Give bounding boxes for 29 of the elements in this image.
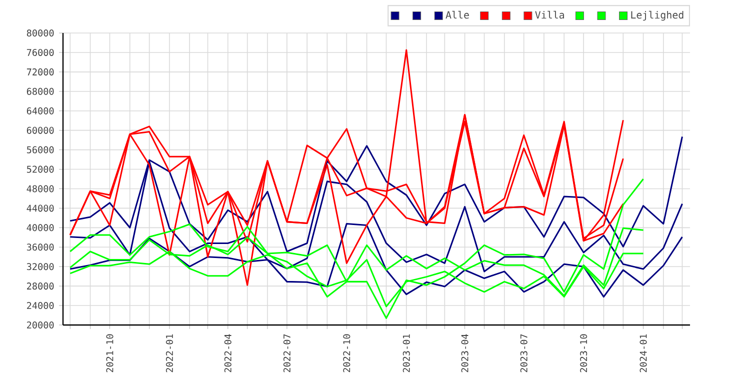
legend-label: Villa [535, 10, 564, 19]
y-tick-label: 48000 [26, 185, 54, 192]
y-tick-label: 80000 [26, 29, 54, 37]
y-tick-label: 24000 [27, 302, 54, 310]
x-tick-label: 2022-10 [343, 334, 350, 372]
y-tick-label: 28000 [27, 282, 54, 290]
x-tick-label: 2022-07 [283, 334, 290, 372]
y-tick-label: 76000 [26, 48, 54, 56]
y-tick-label: 40000 [26, 224, 54, 232]
y-tick-label: 32000 [26, 263, 54, 270]
x-tick-label: 2023-01 [402, 334, 410, 372]
y-tick-label: 36000 [26, 244, 54, 251]
legend-label: Lejlighed [631, 10, 684, 21]
y-tick-label: 44000 [26, 204, 54, 212]
x-tick-label: 2021-10 [106, 334, 114, 372]
y-tick-label: 56000 [26, 146, 54, 154]
x-tick-label: 2022-04 [224, 334, 232, 372]
y-tick-label: 72000 [26, 68, 54, 76]
x-tick-label: 2023-10 [580, 334, 588, 372]
x-tick-label: 2023-04 [461, 334, 468, 372]
x-tick-label: 2022-01 [166, 334, 173, 372]
y-tick-label: 68000 [26, 88, 54, 95]
y-tick-label: 64000 [26, 107, 54, 114]
x-tick-label: 2024-01 [640, 334, 647, 372]
legend-label: Alle [446, 10, 469, 19]
y-tick-label: 52000 [26, 166, 54, 173]
y-tick-label: 20000 [27, 321, 54, 329]
y-tick-label: 60000 [26, 126, 54, 134]
x-tick-label: 2023-07 [520, 334, 528, 372]
